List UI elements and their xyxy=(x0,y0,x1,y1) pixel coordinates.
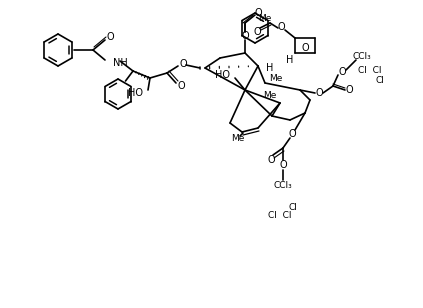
Text: HO: HO xyxy=(128,88,143,98)
Text: O: O xyxy=(277,22,285,32)
Text: Me: Me xyxy=(269,74,283,83)
Text: O: O xyxy=(241,31,249,41)
Text: Cl: Cl xyxy=(288,204,297,213)
Text: O: O xyxy=(315,88,323,98)
Text: O: O xyxy=(106,32,114,42)
Text: O: O xyxy=(301,43,309,53)
Text: O: O xyxy=(345,85,353,95)
Text: H: H xyxy=(266,63,274,73)
Text: Cl  Cl: Cl Cl xyxy=(268,210,292,220)
Text: O: O xyxy=(338,67,346,77)
Text: O: O xyxy=(179,59,187,69)
Text: Me: Me xyxy=(231,133,244,143)
Text: CCl₃: CCl₃ xyxy=(353,51,371,60)
Text: O: O xyxy=(267,155,275,165)
Text: H: H xyxy=(286,55,294,65)
Text: O: O xyxy=(177,81,185,91)
Text: Cl  Cl: Cl Cl xyxy=(358,66,382,75)
Text: NH: NH xyxy=(113,58,128,68)
Text: CCl₃: CCl₃ xyxy=(274,181,292,191)
Text: Me: Me xyxy=(263,91,277,99)
Text: O: O xyxy=(254,8,262,18)
Text: O: O xyxy=(279,160,287,170)
Text: Cl: Cl xyxy=(376,75,385,84)
Text: O: O xyxy=(288,129,296,139)
Text: Me: Me xyxy=(258,14,272,22)
Text: O: O xyxy=(253,27,261,37)
Text: HO: HO xyxy=(215,70,230,80)
